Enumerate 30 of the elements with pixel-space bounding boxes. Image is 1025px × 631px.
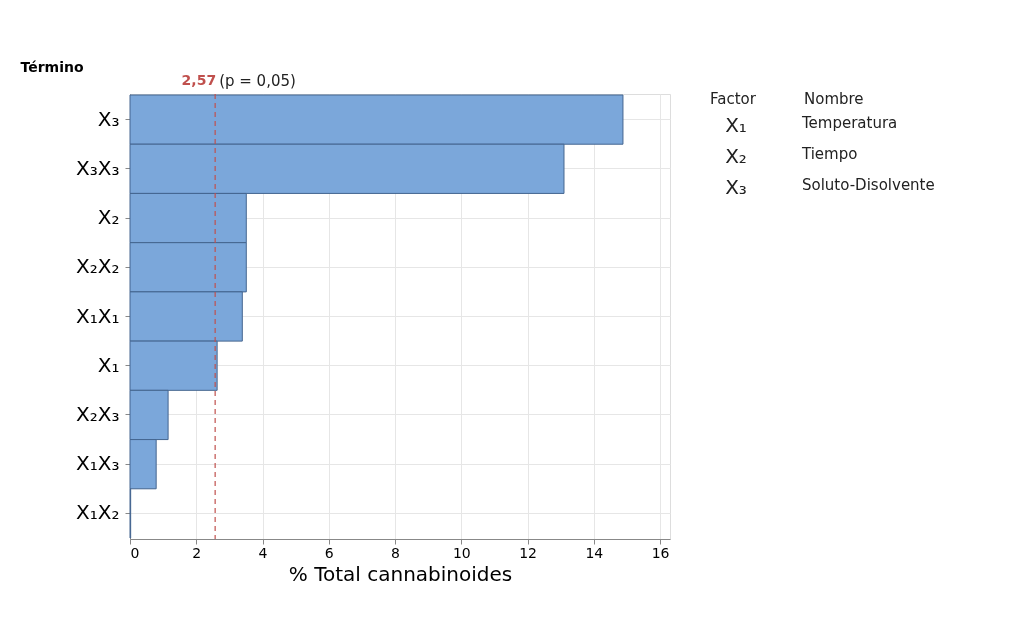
text: Factor [710, 90, 757, 108]
x-tick-label: 16 [651, 544, 670, 561]
x-tick-label: 6 [324, 544, 334, 561]
text: Soluto-Disolvente [802, 176, 935, 194]
x-tick-label: 2 [192, 544, 202, 561]
text: (p = 0,05) [219, 72, 296, 90]
y-axis-title: Término [20, 58, 84, 75]
x-tick-label: 14 [585, 544, 604, 561]
y-tick-label: X₁X₁ [76, 303, 120, 328]
text: Temperatura [801, 114, 898, 132]
y-tick-label: X₃X₃ [76, 155, 120, 180]
x-tick-label: 10 [452, 544, 471, 561]
y-tick-label: X₁X₃ [76, 451, 120, 476]
x-tick-label: 0 [130, 544, 140, 561]
x-axis-title: % Total cannabinoides [288, 561, 513, 586]
x-tick-label: 8 [391, 544, 400, 561]
text: Tiempo [801, 145, 858, 163]
x-tick-label: 12 [519, 544, 537, 561]
y-tick-label: X₃ [97, 106, 120, 131]
y-tick-label: X₂X₃ [76, 401, 120, 426]
y-tick-label: X₂X₂ [76, 254, 120, 279]
text: X₁ [725, 113, 747, 137]
ref-line-label: 2,57 [181, 72, 217, 88]
text: X₂ [725, 144, 747, 168]
text: X₃ [725, 175, 747, 199]
y-tick-label: X₁ [97, 352, 120, 377]
y-tick-label: X₂ [97, 205, 120, 230]
x-tick-label: 4 [258, 544, 268, 561]
y-tick-label: X₁X₂ [76, 500, 120, 525]
text: Nombre [804, 90, 864, 108]
